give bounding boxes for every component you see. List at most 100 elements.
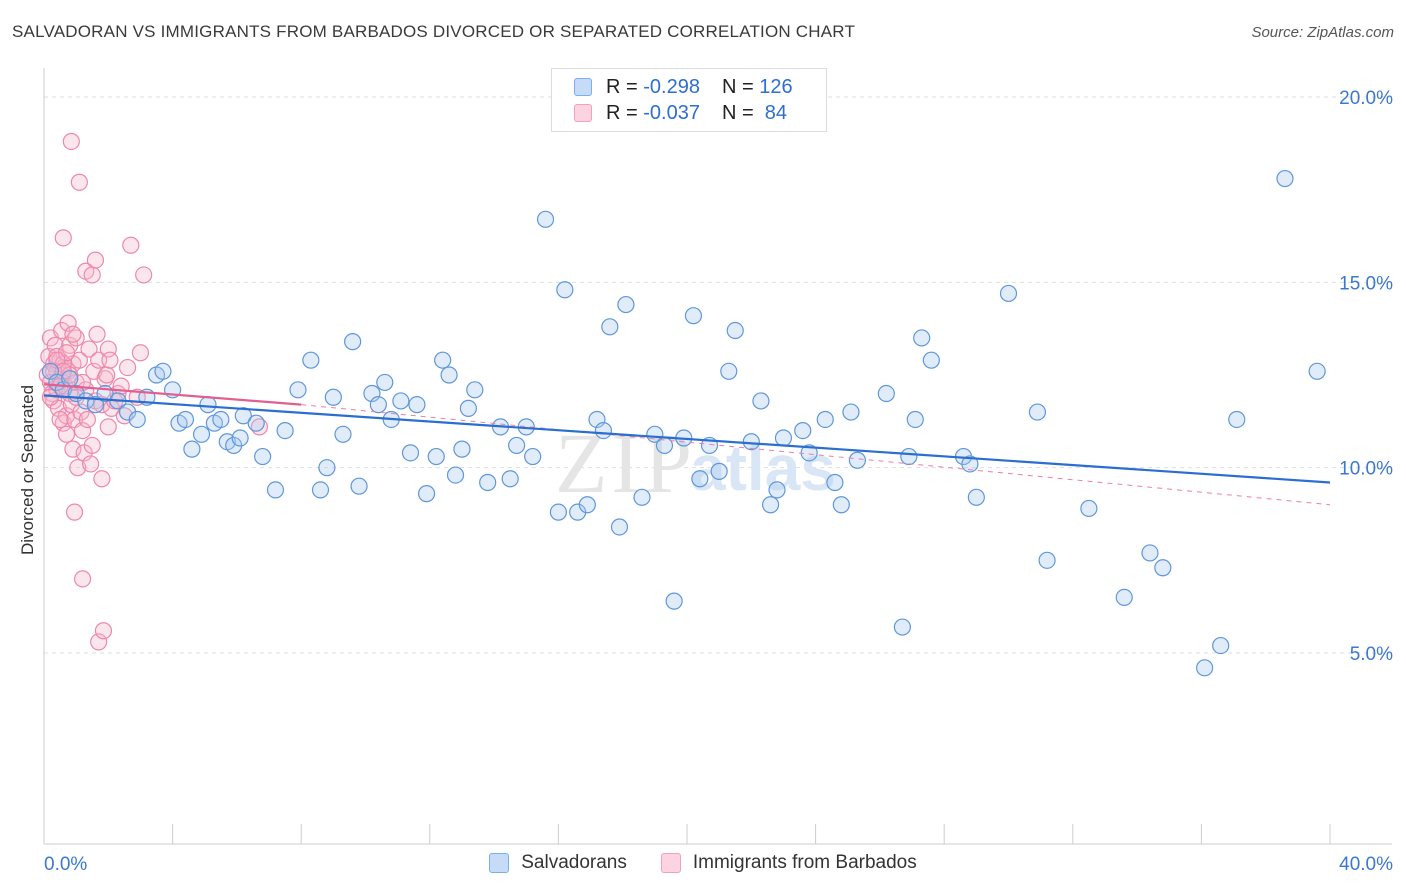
data-point-salvadorans bbox=[761, 496, 780, 514]
data-point-barbados bbox=[131, 344, 150, 362]
data-point-salvadorans bbox=[999, 284, 1018, 303]
data-point-barbados bbox=[73, 570, 92, 588]
data-point-salvadorans bbox=[913, 329, 931, 347]
data-point-salvadorans bbox=[906, 410, 924, 429]
data-point-salvadorans bbox=[86, 396, 105, 414]
data-point-salvadorans bbox=[549, 503, 568, 521]
data-point-salvadorans bbox=[392, 392, 410, 410]
x-tick-label: 40.0% bbox=[1339, 854, 1393, 875]
data-point-salvadorans bbox=[61, 370, 79, 388]
data-point-salvadorans bbox=[961, 455, 979, 473]
data-point-salvadorans bbox=[453, 440, 471, 458]
data-point-salvadorans bbox=[318, 459, 336, 477]
data-point-salvadorans bbox=[691, 470, 709, 488]
data-point-barbados bbox=[69, 459, 87, 477]
data-point-salvadorans bbox=[726, 321, 744, 340]
data-point-salvadorans bbox=[154, 362, 172, 380]
data-point-salvadorans bbox=[967, 488, 985, 506]
y-tick-label: 5.0% bbox=[1350, 644, 1393, 665]
data-point-salvadorans bbox=[199, 396, 217, 414]
data-point-barbados bbox=[54, 229, 72, 247]
data-point-salvadorans bbox=[501, 470, 519, 488]
data-point-barbados bbox=[51, 410, 69, 429]
series-salvadorans bbox=[41, 169, 1326, 677]
data-point-salvadorans bbox=[1080, 499, 1098, 518]
series-legend: Salvadorans Immigrants from Barbados bbox=[0, 852, 1406, 874]
data-point-salvadorans bbox=[710, 462, 728, 480]
data-point-barbados bbox=[88, 325, 106, 343]
data-point-barbados bbox=[82, 455, 100, 473]
data-point-salvadorans bbox=[742, 433, 760, 451]
data-point-barbados bbox=[93, 470, 111, 488]
grid-lines bbox=[44, 96, 1392, 654]
y-tick-label: 15.0% bbox=[1339, 273, 1393, 294]
data-point-salvadorans bbox=[816, 410, 834, 429]
data-point-barbados bbox=[122, 236, 140, 254]
legend-item-salvadorans: Salvadorans bbox=[489, 852, 627, 874]
data-point-salvadorans bbox=[524, 447, 542, 466]
data-point-salvadorans bbox=[302, 351, 320, 369]
chart-source: Source: ZipAtlas.com bbox=[1251, 24, 1394, 41]
data-point-salvadorans bbox=[900, 447, 918, 466]
legend-r-value: -0.298 bbox=[643, 75, 700, 98]
data-point-salvadorans bbox=[893, 618, 912, 636]
data-point-salvadorans bbox=[665, 592, 683, 610]
data-point-barbados bbox=[118, 358, 137, 377]
data-point-salvadorans bbox=[401, 444, 420, 462]
data-point-salvadorans bbox=[633, 488, 651, 506]
data-point-salvadorans bbox=[417, 485, 436, 503]
data-point-salvadorans bbox=[479, 473, 497, 492]
data-point-salvadorans bbox=[311, 481, 330, 499]
legend-swatch-barbados bbox=[574, 104, 592, 122]
data-point-salvadorans bbox=[434, 351, 452, 369]
data-point-barbados bbox=[98, 366, 116, 384]
data-point-barbados bbox=[59, 314, 77, 332]
data-point-salvadorans bbox=[212, 410, 230, 429]
data-point-salvadorans bbox=[369, 396, 387, 414]
data-point-salvadorans bbox=[794, 422, 812, 440]
data-point-salvadorans bbox=[1308, 362, 1326, 380]
data-point-barbados bbox=[83, 436, 101, 455]
legend-r-label: R = bbox=[606, 75, 644, 98]
data-point-salvadorans bbox=[684, 307, 703, 325]
data-point-barbados bbox=[64, 440, 82, 458]
watermark-zip: ZIP bbox=[555, 415, 696, 511]
data-point-barbados bbox=[62, 132, 80, 151]
data-point-salvadorans bbox=[877, 384, 895, 403]
data-point-salvadorans bbox=[446, 466, 465, 484]
data-point-barbados bbox=[135, 266, 153, 284]
data-point-salvadorans bbox=[266, 481, 285, 499]
data-point-salvadorans bbox=[324, 388, 342, 406]
data-point-salvadorans bbox=[1038, 551, 1056, 569]
y-axis-label: Divorced or Separated bbox=[18, 384, 37, 556]
data-point-salvadorans bbox=[610, 518, 629, 536]
data-point-salvadorans bbox=[536, 210, 555, 228]
data-point-salvadorans bbox=[427, 447, 445, 466]
data-point-salvadorans bbox=[1276, 169, 1294, 188]
chart-title: SALVADORAN VS IMMIGRANTS FROM BARBADOS D… bbox=[12, 22, 856, 41]
data-point-salvadorans bbox=[826, 473, 844, 492]
data-point-salvadorans bbox=[601, 318, 619, 336]
data-point-salvadorans bbox=[289, 381, 307, 399]
data-point-barbados bbox=[65, 503, 84, 521]
data-point-salvadorans bbox=[922, 351, 940, 369]
data-point-salvadorans bbox=[752, 392, 770, 410]
data-point-barbados bbox=[73, 422, 92, 440]
data-point-salvadorans bbox=[247, 414, 265, 432]
data-point-salvadorans bbox=[183, 440, 201, 458]
legend-n-value: 84 bbox=[759, 101, 788, 124]
data-point-salvadorans bbox=[774, 429, 793, 447]
data-point-barbados bbox=[57, 425, 76, 443]
tick-labels: 5.0% 10.0% 15.0% 20.0% 0.0% 40.0% bbox=[44, 88, 1393, 875]
x-tick-label: 0.0% bbox=[44, 854, 87, 875]
data-point-barbados bbox=[83, 266, 101, 284]
legend-row-barbados: R = -0.037 N = 84 bbox=[574, 101, 787, 125]
legend-swatch-salvadorans bbox=[574, 78, 592, 96]
data-point-salvadorans bbox=[556, 281, 574, 299]
data-point-salvadorans bbox=[1154, 559, 1172, 577]
data-point-salvadorans bbox=[720, 362, 738, 380]
legend-n-value: 126 bbox=[759, 75, 793, 98]
trend-line-salvadorans bbox=[43, 394, 1331, 484]
data-point-salvadorans bbox=[254, 447, 272, 466]
